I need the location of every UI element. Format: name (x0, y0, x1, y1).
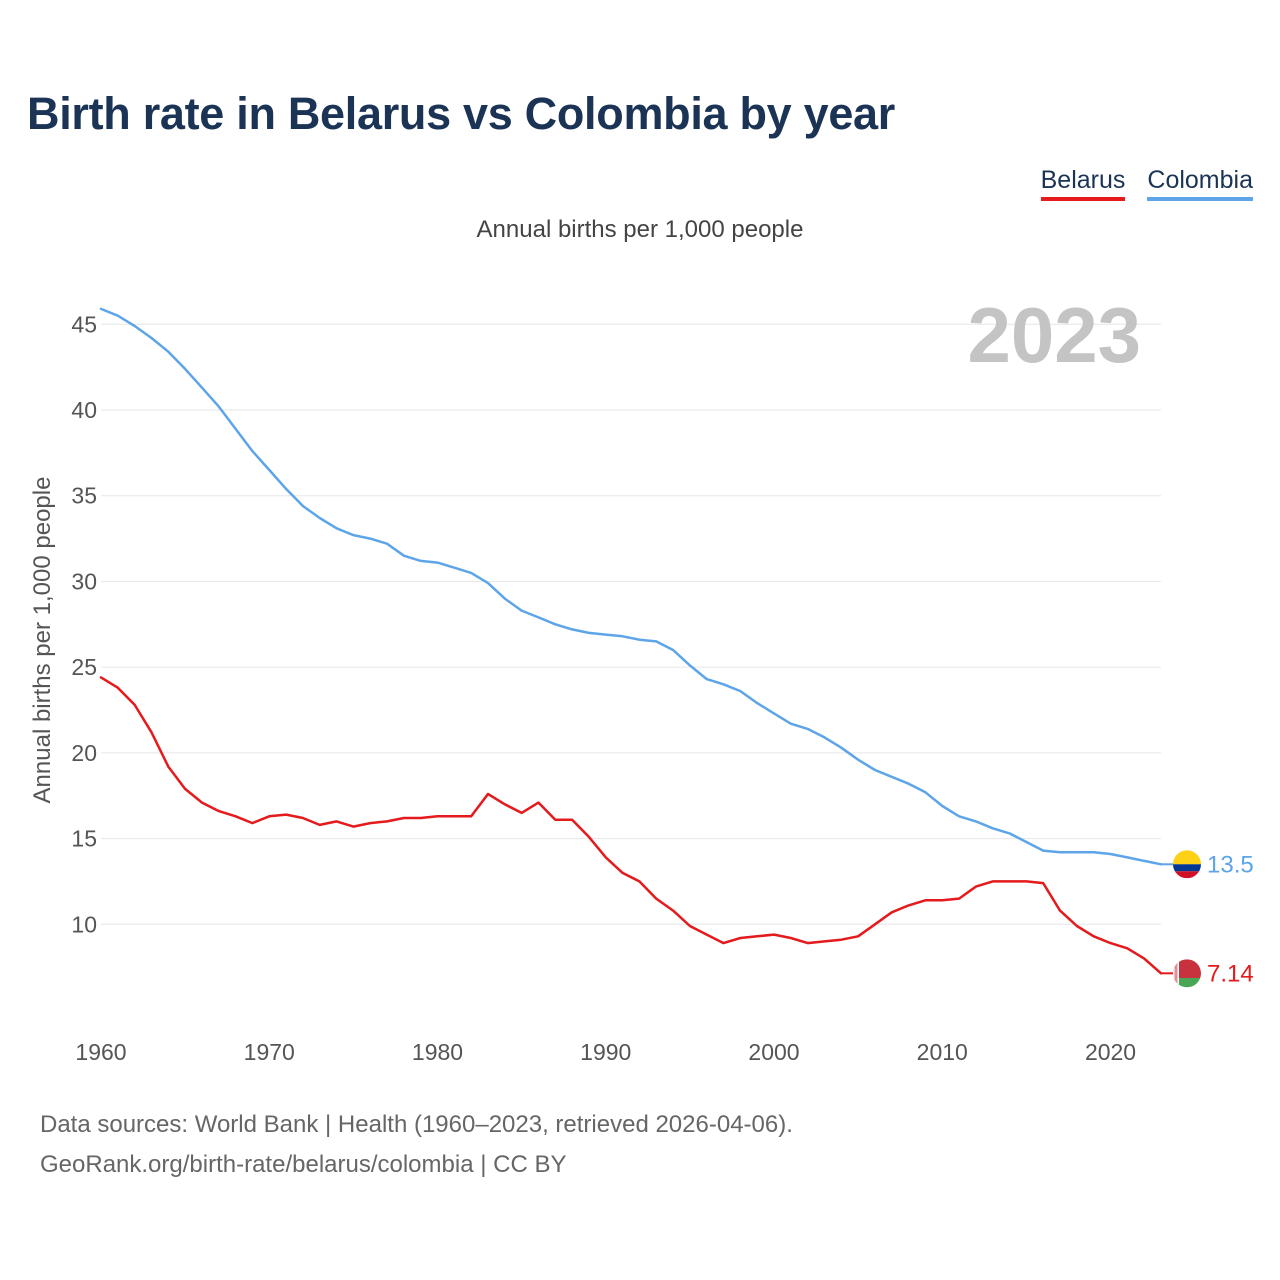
colombia-flag-icon (1173, 850, 1201, 879)
footer-source: Data sources: World Bank | Health (1960–… (40, 1111, 793, 1138)
x-tick-label: 1980 (412, 1039, 463, 1065)
end-label-colombia: 13.5 (1207, 851, 1254, 878)
belarus-flag-icon (1173, 959, 1201, 988)
flag-stripe (1173, 977, 1201, 988)
y-tick-label: 25 (71, 654, 97, 680)
flag-stripe (1173, 959, 1201, 978)
y-tick-label: 35 (71, 483, 97, 509)
x-tick-label: 1960 (75, 1039, 126, 1065)
x-tick-label: 1990 (580, 1039, 631, 1065)
year-label: 2023 (967, 291, 1141, 379)
y-tick-label: 20 (71, 740, 97, 766)
y-tick-label: 15 (71, 826, 97, 852)
line-belarus (99, 676, 1163, 975)
flag-stripe (1173, 850, 1201, 865)
legend-item-colombia[interactable]: Colombia (1147, 166, 1253, 201)
flag-ornament (1174, 959, 1178, 988)
x-tick-label: 2010 (917, 1039, 968, 1065)
x-tick-label: 2020 (1085, 1039, 1136, 1065)
y-tick-label: 10 (71, 911, 97, 937)
x-tick-label: 1970 (244, 1039, 295, 1065)
legend-item-belarus[interactable]: Belarus (1040, 166, 1126, 201)
line-colombia (99, 307, 1163, 866)
y-axis-label: Annual births per 1,000 people (29, 477, 56, 804)
legend: Belarus Colombia (1040, 166, 1253, 201)
y-tick-label: 30 (71, 568, 97, 594)
footer-link[interactable]: GeoRank.org/birth-rate/belarus/colombia … (40, 1151, 567, 1178)
chart-subtitle: Annual births per 1,000 people (476, 216, 804, 243)
flag-stripe (1173, 864, 1201, 872)
flag-stripe (1173, 871, 1201, 879)
x-tick-label: 2000 (748, 1039, 799, 1065)
chart-title: Birth rate in Belarus vs Colombia by yea… (27, 88, 895, 139)
footer: Data sources: World Bank | Health (1960–… (40, 1105, 793, 1185)
end-label-belarus: 7.14 (1207, 960, 1254, 987)
y-tick-label: 45 (71, 311, 97, 337)
y-tick-label: 40 (71, 397, 97, 423)
